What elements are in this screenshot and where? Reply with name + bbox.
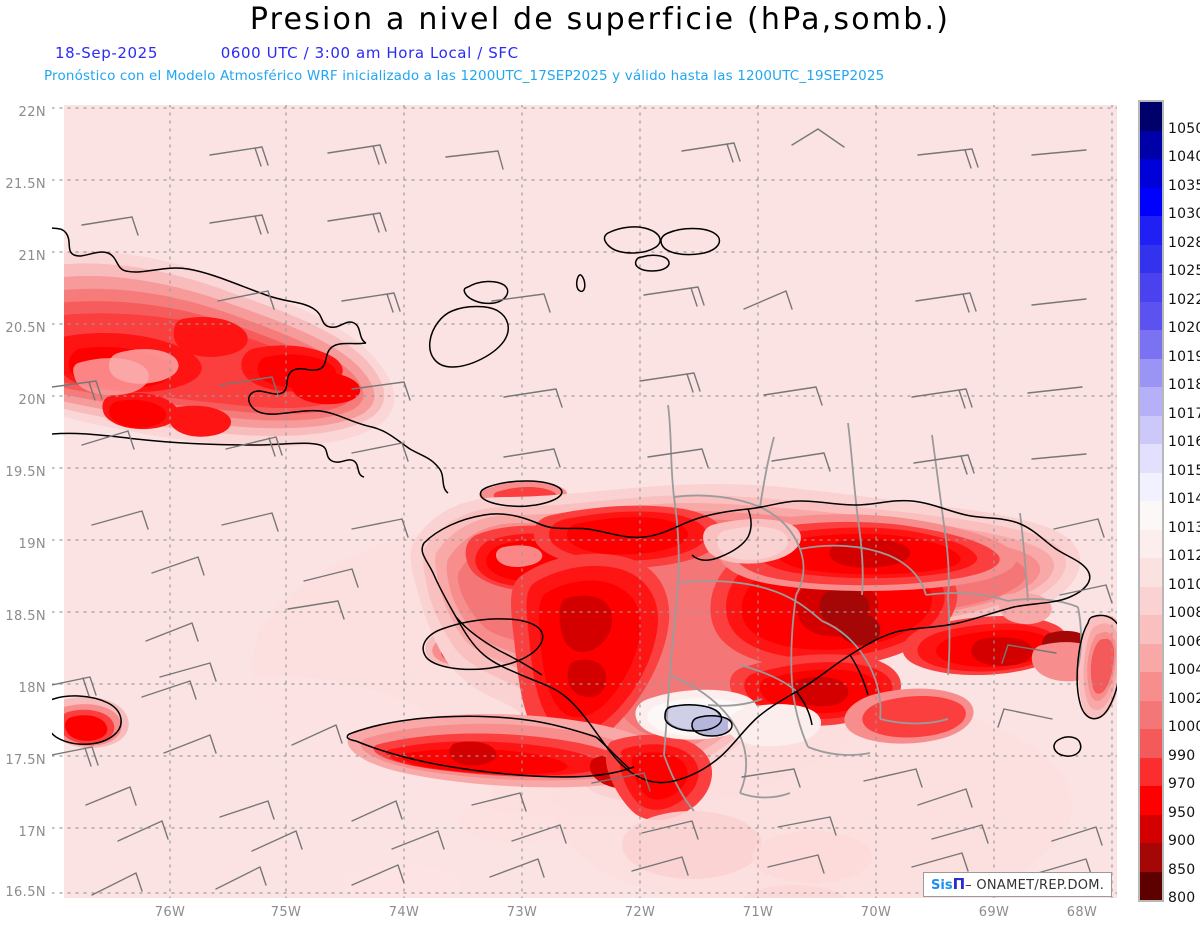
colorbar-swatch [1140,102,1162,131]
y-tick-21-5n: 21.5N [5,177,46,192]
x-tick-75w: 75W [270,905,302,920]
colorbar-swatch [1140,387,1162,416]
colorbar-swatch [1140,159,1162,188]
colorbar-tick-label: 990 [1168,747,1196,764]
map-gridlines [52,105,1117,898]
colorbar-swatch [1140,330,1162,359]
y-tick-18-5n: 18.5N [5,609,46,624]
y-tick-19-5n: 19.5N [5,465,46,480]
colorbar-swatch [1140,672,1162,701]
x-tick-73w: 73W [506,905,538,920]
colorbar-swatch [1140,615,1162,644]
puerto-rico-field [1078,614,1117,719]
y-tick-19n: 19N [18,537,46,552]
model-description: Pronóstico con el Modelo Atmosférico WRF… [44,68,885,84]
y-tick-20-5n: 20.5N [5,321,46,336]
y-tick-16-5n: 16.5N [5,885,46,900]
colorbar-tick-label: 900 [1168,833,1196,849]
y-tick-17n: 17N [18,825,46,840]
colorbar-tick-label: 970 [1168,776,1196,792]
colorbar-swatch [1140,586,1162,615]
x-tick-68w: 68W [1066,905,1098,920]
colorbar-swatch [1140,729,1162,758]
pressure-colorbar[interactable] [1138,100,1164,902]
jamaica-field [64,696,129,749]
colorbar-tick-label: 1030 [1168,206,1200,222]
map-plot-area [52,105,1117,898]
colorbar-tick-label: 1020 [1168,320,1200,336]
pressure-field [64,105,1117,898]
colorbar-tick-label: 1035 [1168,177,1200,194]
province-boundaries [663,404,1082,812]
colorbar-tick-label: 1040 [1168,149,1200,165]
y-tick-22n: 22N [18,105,46,120]
colorbar-tick-label: 950 [1168,804,1196,821]
colorbar-swatch [1140,301,1162,330]
colorbar-swatch [1140,472,1162,501]
colorbar-tick-label: 1006 [1168,633,1200,650]
colorbar-swatch [1140,814,1162,843]
colorbar-tick-label: 1013 [1168,519,1200,536]
forecast-hour: 0600 UTC / 3:00 am Hora Local / SFC [220,44,519,62]
colorbar-tick-label: 1004 [1168,662,1200,678]
colorbar-tick-label: 1050 [1168,120,1200,137]
colorbar-swatch [1140,643,1162,672]
x-tick-72w: 72W [624,905,656,920]
colorbar-swatch [1140,501,1162,530]
y-tick-17-5n: 17.5N [5,753,46,768]
x-tick-76w: 76W [154,905,186,920]
map-canvas [52,105,1117,898]
colorbar-tick-label: 1022 [1168,291,1200,308]
attribution-logo: SisΠ– ONAMET/REP.DOM. [923,872,1113,897]
colorbar-swatch [1140,558,1162,587]
colorbar-swatch [1140,700,1162,729]
colorbar-swatch [1140,444,1162,473]
x-tick-74w: 74W [388,905,420,920]
colorbar-tick-label: 1014 [1168,491,1200,507]
colorbar-swatch [1140,187,1162,216]
colorbar-tick-label: 1025 [1168,263,1200,279]
colorbar-swatch [1140,786,1162,815]
colorbar-tick-label: 800 [1168,890,1196,906]
coastlines [52,226,1117,784]
x-tick-70w: 70W [860,905,892,920]
colorbar-swatch [1140,358,1162,387]
valid-time-line: 18-Sep-2025 0600 UTC / 3:00 am Hora Loca… [55,44,519,62]
colorbar-swatch [1140,130,1162,159]
forecast-date: 18-Sep-2025 [55,44,158,62]
colorbar-swatch [1140,273,1162,302]
colorbar-tick-label: 1018 [1168,377,1200,393]
colorbar-tick-label: 1019 [1168,348,1200,365]
x-tick-69w: 69W [978,905,1010,920]
y-tick-18n: 18N [18,681,46,696]
y-tick-21n: 21N [18,249,46,264]
colorbar-swatch [1140,871,1162,900]
colorbar-tick-label: 1000 [1168,719,1200,735]
colorbar-tick-label: 1016 [1168,434,1200,450]
cuba-field [64,251,395,447]
colorbar-swatch [1140,757,1162,786]
agency-name: – ONAMET/REP.DOM. [965,878,1105,893]
x-tick-71w: 71W [742,905,774,920]
colorbar-swatch [1140,244,1162,273]
y-tick-20n: 20N [18,393,46,408]
colorbar-swatch [1140,843,1162,872]
colorbar-swatch [1140,415,1162,444]
colorbar-tick-label: 1008 [1168,605,1200,621]
wind-barbs [52,128,1113,896]
page-title: Presion a nivel de superficie (hPa,somb.… [249,2,951,37]
sis-logo-text: Sis [931,878,953,893]
colorbar-tick-label: 850 [1168,861,1196,878]
colorbar-tick-label: 1010 [1168,576,1200,593]
colorbar-tick-label: 1015 [1168,462,1200,479]
colorbar-swatch [1140,529,1162,558]
colorbar-swatch [1140,216,1162,245]
colorbar-tick-label: 1012 [1168,548,1200,564]
pi-logo-icon: Π [952,875,966,893]
colorbar-tick-label: 1017 [1168,405,1200,422]
colorbar-tick-label: 1028 [1168,234,1200,251]
colorbar-tick-label: 1002 [1168,690,1200,707]
